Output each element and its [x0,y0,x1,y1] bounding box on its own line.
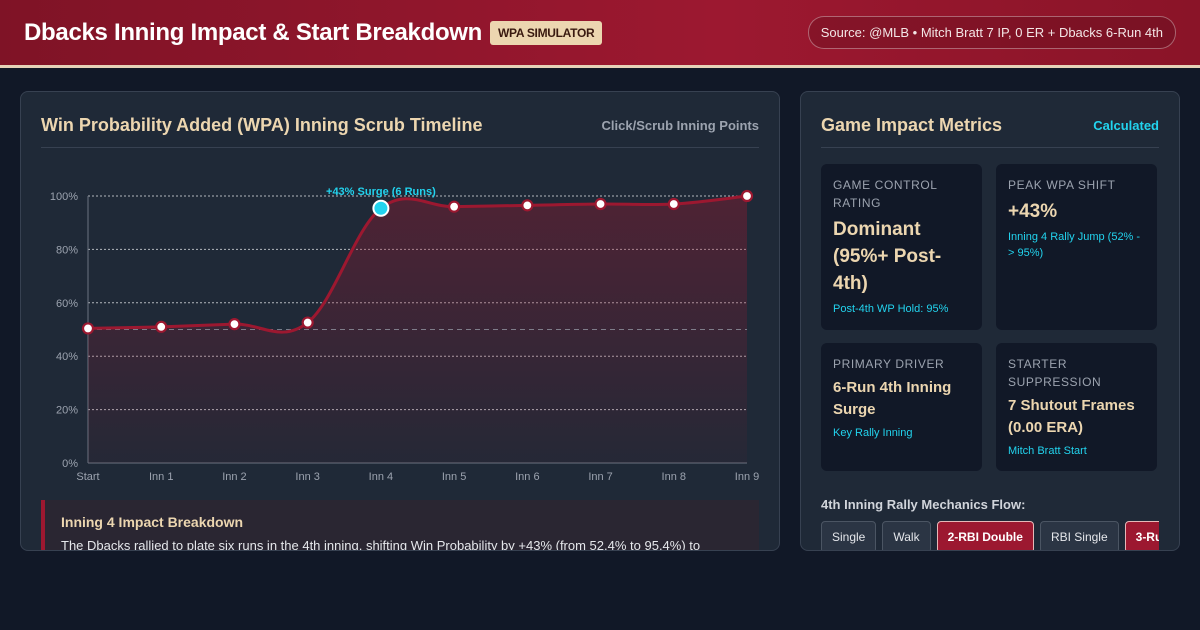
y-tick-label: 20% [56,405,78,417]
x-tick-label: Start [76,471,99,483]
wpa-timeline-panel: Win Probability Added (WPA) Inning Scrub… [20,91,780,551]
y-tick-label: 0% [62,458,78,470]
y-tick-label: 80% [56,244,78,256]
x-tick-label: Inn 6 [515,471,539,483]
wpa-point[interactable] [740,189,754,203]
wpa-area-fill [88,196,747,463]
metric-value: 6-Run 4th Inning Surge [833,379,952,418]
x-tick-label: Inn 3 [295,471,319,483]
metric-label: Primary Driver [833,357,945,371]
metric-label: Starter Suppression [1008,357,1102,389]
flow-step-3run[interactable]: 3-Run [1124,521,1159,550]
metric-value: Dominant (95%+ Post-4th) [833,219,942,294]
flow-step-single[interactable]: Single [821,521,877,550]
timeline-title: Win Probability Added (WPA) Inning Scrub… [41,115,483,135]
inning-breakdown: Inning 4 Impact Breakdown The Dbacks ral… [41,500,759,551]
source-pill: Source: @MLB • Mitch Bratt 7 IP, 0 ER + … [807,16,1176,49]
metric-sub: Inning 4 Rally Jump (52% -> 95%) [1008,231,1141,259]
y-tick-label: 60% [56,298,78,310]
y-tick-label: 100% [50,191,78,203]
breakdown-text: The Dbacks rallied to plate six runs in … [61,538,701,551]
calculated-status: Calculated [1093,118,1159,133]
metric-card-control: Game Control Rating Dominant (95%+ Post-… [821,164,982,330]
wpa-point[interactable] [448,200,461,213]
metric-value: +43% [1008,201,1058,222]
wpa-point[interactable] [228,318,241,331]
title-group: Dbacks Inning Impact & Start Breakdown W… [24,18,603,47]
rally-flow-label: 4th Inning Rally Mechanics Flow: [821,497,1026,512]
x-tick-label: Inn 8 [662,471,686,483]
metric-label: Peak WPA Shift [1008,178,1116,192]
timeline-panel-header: Win Probability Added (WPA) Inning Scrub… [41,92,759,148]
flow-step-rbi-single[interactable]: RBI Single [1039,521,1119,550]
x-tick-label: Inn 1 [149,471,173,483]
metric-sub: Key Rally Inning [833,427,913,439]
surge-annotation: +43% Surge (6 Runs) [326,186,436,198]
rally-flow-steps: Single Walk 2-RBI Double RBI Single 3-Ru… [821,521,1159,550]
wpa-point-highlight[interactable] [372,199,390,217]
metrics-panel-header: Game Impact Metrics Calculated [821,92,1159,148]
x-tick-label: Inn 7 [588,471,612,483]
x-tick-label: Inn 4 [369,471,393,483]
breakdown-title: Inning 4 Impact Breakdown [61,514,244,530]
flow-step-walk[interactable]: Walk [882,521,931,550]
metric-value: 7 Shutout Frames (0.00 ERA) [1008,397,1135,436]
metric-sub: Post-4th WP Hold: 95% [833,303,949,315]
app-header: Dbacks Inning Impact & Start Breakdown W… [0,0,1200,68]
wpa-point[interactable] [81,322,95,335]
metric-card-driver: Primary Driver 6-Run 4th Inning Surge Ke… [821,343,982,471]
metric-label: Game Control Rating [833,178,938,210]
wpa-point[interactable] [594,197,607,211]
scrub-hint: Click/Scrub Inning Points [601,118,759,133]
wpa-point[interactable] [521,199,534,212]
x-tick-label: Inn 5 [442,471,466,483]
x-tick-label: Inn 2 [222,471,246,483]
wpa-point[interactable] [667,197,680,211]
wpa-point[interactable] [301,316,314,329]
metrics-title: Game Impact Metrics [821,115,1003,135]
metric-card-peak-shift: Peak WPA Shift +43% Inning 4 Rally Jump … [996,164,1157,330]
metric-card-suppression: Starter Suppression 7 Shutout Frames (0.… [996,343,1157,471]
y-tick-label: 40% [56,351,78,363]
game-impact-panel: Game Impact Metrics Calculated Game Cont… [800,91,1180,551]
x-tick-label: Inn 9 [735,471,759,483]
metric-sub: Mitch Bratt Start [1008,445,1087,457]
flow-step-2rbi-double[interactable]: 2-RBI Double [936,521,1034,550]
wpa-series-line [87,194,748,334]
mode-badge: WPA SIMULATOR [490,20,603,45]
page-title: Dbacks Inning Impact & Start Breakdown [24,18,483,46]
wpa-point[interactable] [155,320,168,333]
wpa-line-chart[interactable]: 0% 20% 40% 60% 80% 100% Start Inn 1 Inn 2 Inn 3 In… [21,162,779,492]
